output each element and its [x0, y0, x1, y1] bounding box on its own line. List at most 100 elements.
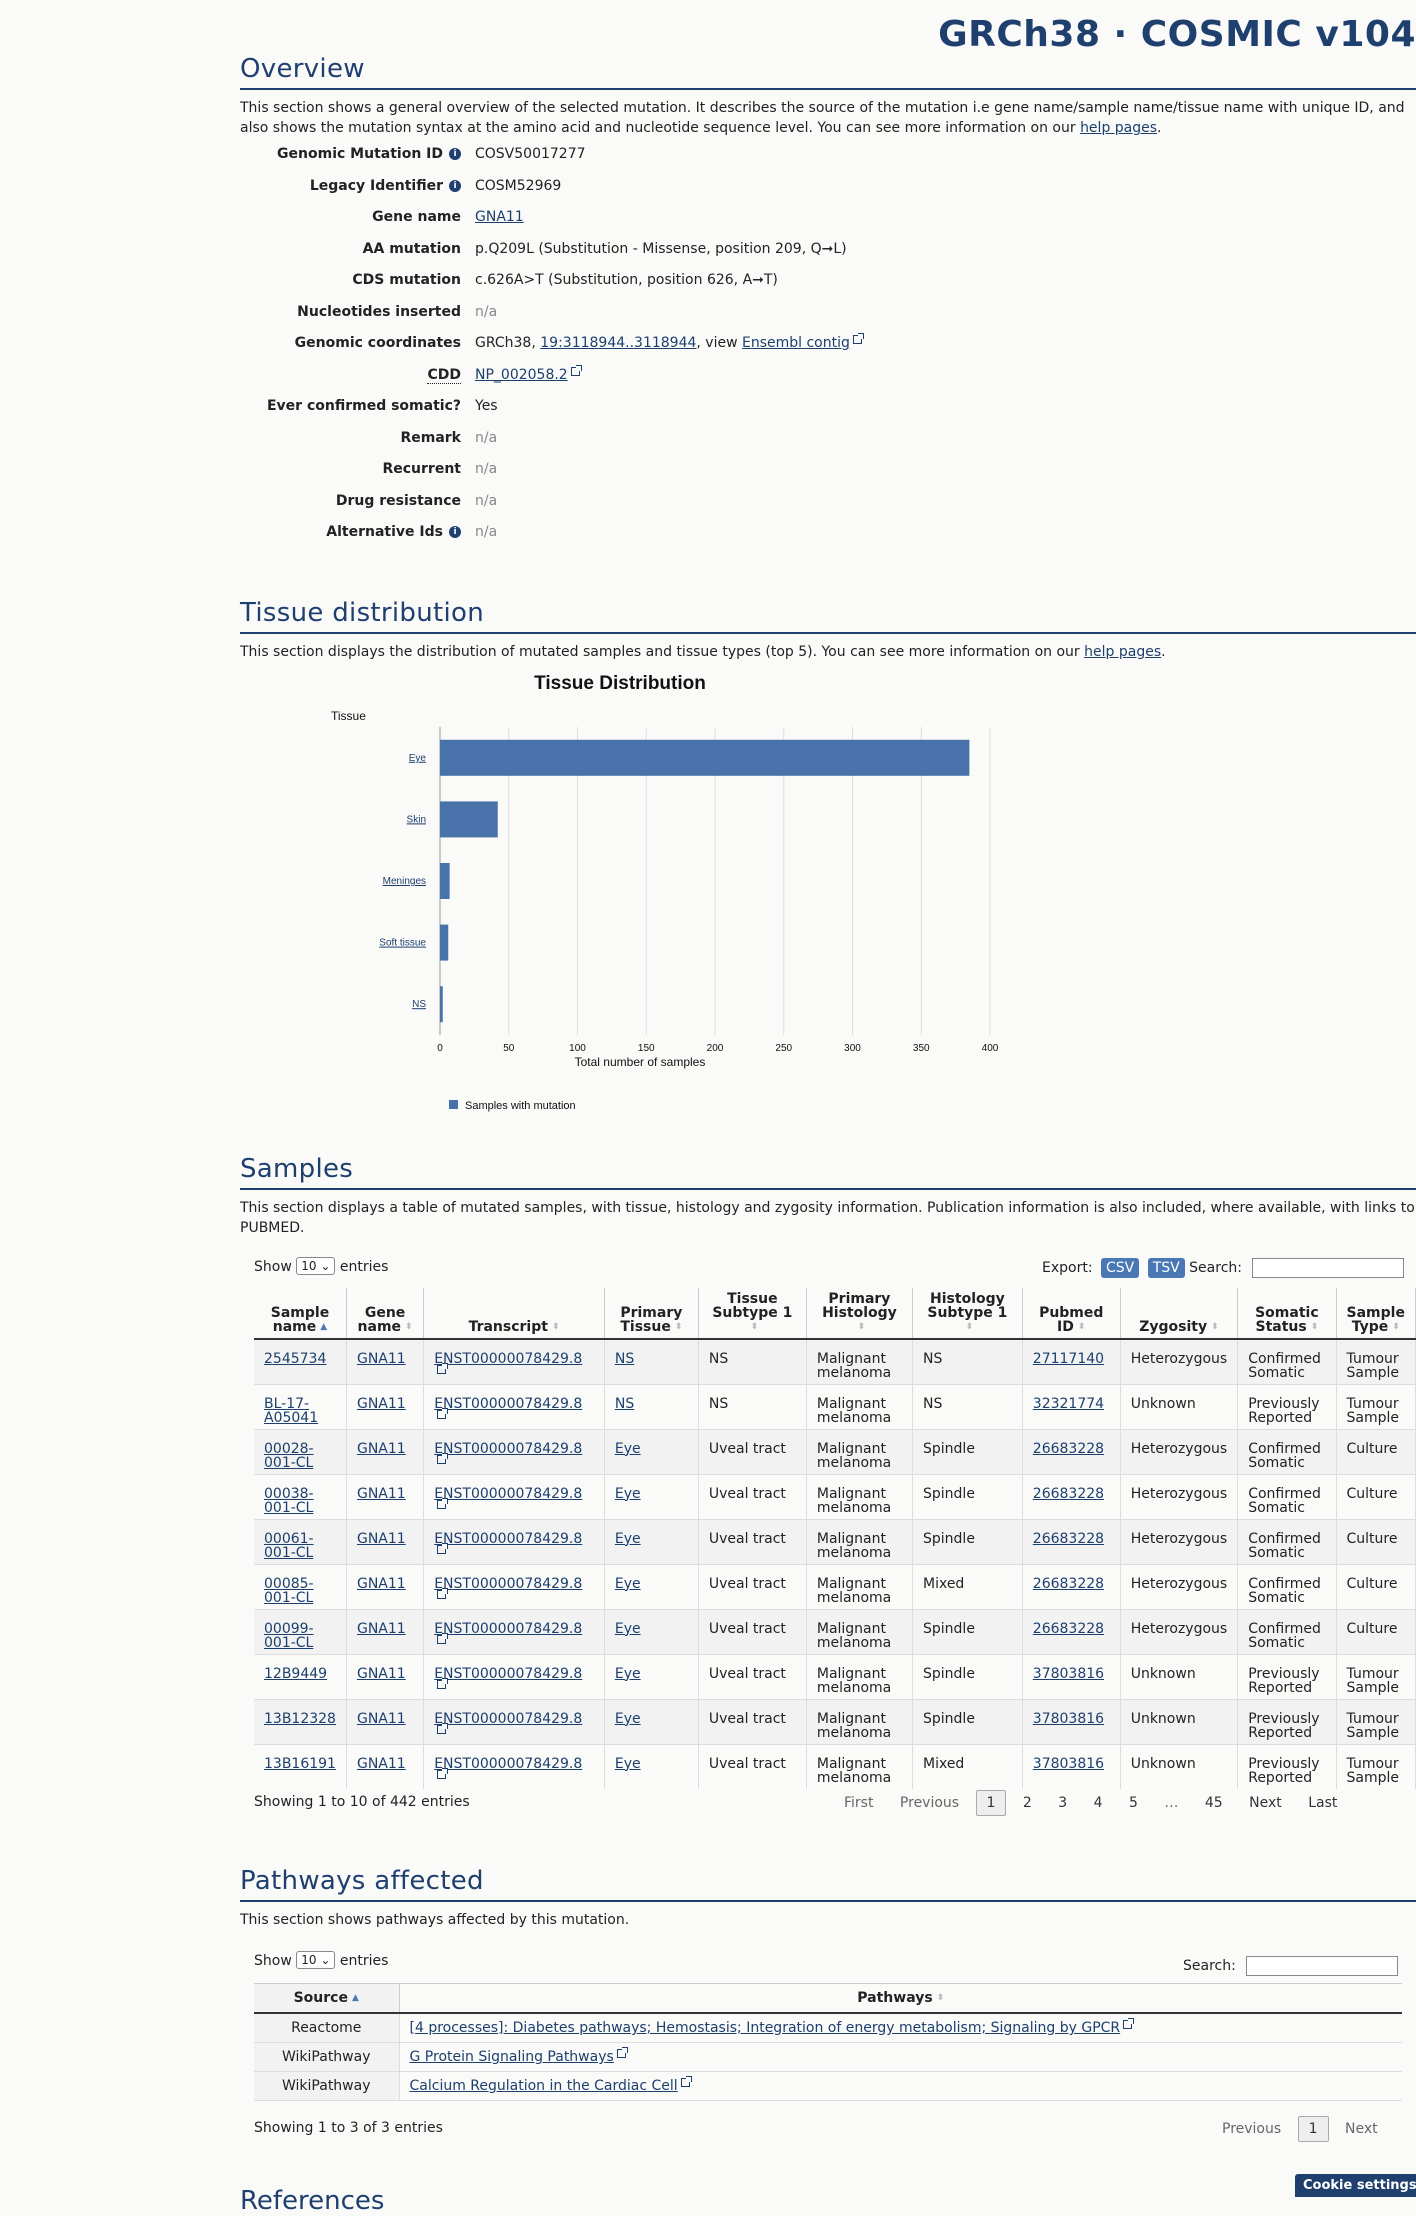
pager-page-2[interactable]: 2: [1022, 1795, 1032, 1811]
tissue-link[interactable]: Eye: [614, 1665, 641, 1682]
category-label[interactable]: Eye: [409, 753, 427, 764]
col-pathways[interactable]: Pathways ⬍: [399, 1983, 1402, 2014]
transcript-link[interactable]: ENST00000078429.8: [434, 1755, 583, 1772]
pager-page-45[interactable]: 45: [1204, 1795, 1223, 1811]
pubmed-link[interactable]: 32321774: [1032, 1395, 1105, 1412]
tissue-link[interactable]: Eye: [614, 1575, 641, 1592]
transcript-link[interactable]: ENST00000078429.8: [434, 1485, 583, 1502]
sample-link[interactable]: 00038-001-CL: [264, 1485, 314, 1516]
gene-link[interactable]: GNA11: [356, 1440, 406, 1457]
info-icon[interactable]: i: [449, 179, 461, 192]
tissue-link[interactable]: NS: [614, 1395, 635, 1412]
pathways-pager-next[interactable]: Next: [1345, 2121, 1378, 2137]
sample-link[interactable]: 00099-001-CL: [264, 1620, 314, 1651]
pager-page-5[interactable]: 5: [1129, 1795, 1138, 1811]
pubmed-link[interactable]: 37803816: [1032, 1665, 1105, 1682]
pathways-pager-previous[interactable]: Previous: [1222, 2121, 1282, 2137]
col-sample-name[interactable]: Sample name ▲: [254, 1288, 347, 1340]
pubmed-link[interactable]: 26683228: [1032, 1485, 1105, 1502]
info-icon[interactable]: i: [449, 148, 461, 160]
tissue-link[interactable]: Eye: [614, 1710, 641, 1727]
col-primary-tissue[interactable]: Primary Tissue ⬍: [604, 1288, 699, 1340]
transcript-link[interactable]: ENST00000078429.8: [434, 1665, 583, 1682]
col-tissue-subtype-1[interactable]: Tissue Subtype 1⬍: [698, 1288, 807, 1340]
tissue-link[interactable]: Eye: [614, 1620, 641, 1637]
pubmed-link[interactable]: 26683228: [1032, 1620, 1105, 1637]
pathway-link[interactable]: G Protein Signaling Pathways: [409, 2049, 614, 2065]
transcript-link[interactable]: ENST00000078429.8: [434, 1351, 583, 1367]
pager-page-3[interactable]: 3: [1058, 1795, 1068, 1811]
export-csv-button[interactable]: CSV: [1101, 1258, 1140, 1278]
ensembl-contig-link[interactable]: Ensembl contig: [741, 335, 850, 351]
cookie-settings-button[interactable]: Cookie settings: [1295, 2174, 1416, 2197]
pager-next[interactable]: Next: [1249, 1795, 1282, 1811]
col-histology-subtype-1[interactable]: Histology Subtype 1⬍: [912, 1288, 1023, 1340]
col-gene-name[interactable]: Gene name ⬍: [346, 1288, 425, 1340]
tissue-link[interactable]: NS: [614, 1351, 635, 1367]
col-transcript[interactable]: Transcript ⬍: [423, 1288, 605, 1340]
pathways-search-input[interactable]: [1246, 1956, 1399, 1976]
tissue-link[interactable]: Eye: [614, 1530, 641, 1547]
pathways-pager-page-1[interactable]: 1: [1297, 2116, 1329, 2142]
pathway-link[interactable]: Calcium Regulation in the Cardiac Cell: [409, 2078, 678, 2094]
genomic-coordinates-link[interactable]: 19:3118944..3118944: [540, 335, 697, 351]
gene-link[interactable]: GNA11: [356, 1755, 406, 1772]
samples-search-input[interactable]: [1252, 1258, 1405, 1278]
col-zygosity[interactable]: Zygosity ⬍: [1120, 1288, 1239, 1340]
pager-page-4[interactable]: 4: [1093, 1795, 1103, 1811]
tissue-help-link[interactable]: help pages: [1084, 644, 1162, 660]
pager-previous[interactable]: Previous: [899, 1795, 960, 1811]
transcript-link[interactable]: ENST00000078429.8: [434, 1710, 583, 1727]
pager-last[interactable]: Last: [1308, 1795, 1338, 1811]
gene-link[interactable]: GNA11: [356, 1665, 406, 1682]
tissue-link[interactable]: Eye: [614, 1755, 641, 1772]
col-source[interactable]: Source ▲: [254, 1983, 400, 2014]
gene-link[interactable]: GNA11: [356, 1530, 406, 1547]
pubmed-link[interactable]: 26683228: [1032, 1575, 1105, 1592]
gene-link[interactable]: GNA11: [356, 1620, 406, 1637]
sample-link[interactable]: 13B16191: [264, 1755, 336, 1772]
col-sample-type[interactable]: Sample Type ⬍: [1336, 1288, 1416, 1340]
gene-link[interactable]: GNA11: [356, 1395, 406, 1412]
gene-link[interactable]: GNA11: [356, 1575, 406, 1592]
export-tsv-button[interactable]: TSV: [1147, 1258, 1185, 1278]
sample-link[interactable]: 2545734: [264, 1351, 327, 1367]
transcript-link[interactable]: ENST00000078429.8: [434, 1440, 583, 1457]
col-somatic-status[interactable]: Somatic Status ⬍: [1237, 1288, 1337, 1340]
col-primary-histology[interactable]: Primary Histology⬍: [806, 1288, 914, 1340]
cdd-link[interactable]: NP_002058.2: [475, 366, 568, 383]
info-icon[interactable]: i: [449, 526, 461, 538]
gene-link[interactable]: GNA11: [356, 1710, 406, 1727]
transcript-link[interactable]: ENST00000078429.8: [434, 1575, 583, 1592]
category-label[interactable]: NS: [412, 999, 426, 1010]
pubmed-link[interactable]: 26683228: [1032, 1530, 1105, 1547]
sample-link[interactable]: 00085-001-CL: [264, 1575, 314, 1606]
gene-link[interactable]: GNA11: [356, 1485, 406, 1502]
samples-entries-select[interactable]: 10 ⌄: [296, 1257, 336, 1275]
pager-page-1[interactable]: 1: [975, 1790, 1007, 1816]
sample-link[interactable]: 00028-001-CL: [264, 1440, 314, 1471]
category-label[interactable]: Soft tissue: [379, 938, 426, 949]
category-label[interactable]: Meninges: [383, 876, 426, 887]
pubmed-link[interactable]: 27117140: [1032, 1351, 1105, 1367]
transcript-link[interactable]: ENST00000078429.8: [434, 1620, 583, 1637]
col-pubmed-id[interactable]: Pubmed ID ⬍: [1022, 1288, 1121, 1340]
tissue-link[interactable]: Eye: [614, 1485, 641, 1502]
sample-link[interactable]: 00061-001-CL: [264, 1530, 314, 1561]
sample-link[interactable]: 13B12328: [264, 1710, 336, 1727]
transcript-link[interactable]: ENST00000078429.8: [434, 1395, 583, 1412]
pager-first[interactable]: First: [844, 1795, 874, 1811]
sample-link[interactable]: 12B9449: [264, 1665, 328, 1682]
category-label[interactable]: Skin: [407, 814, 426, 825]
overview-help-link[interactable]: help pages: [1080, 120, 1158, 136]
gene-name-link[interactable]: GNA11: [475, 209, 524, 225]
pubmed-link[interactable]: 37803816: [1032, 1755, 1105, 1772]
pubmed-link[interactable]: 37803816: [1032, 1710, 1105, 1727]
tissue-link[interactable]: Eye: [614, 1440, 641, 1457]
pathway-link[interactable]: [4 processes]: Diabetes pathways; Hemost…: [409, 2020, 1121, 2036]
transcript-link[interactable]: ENST00000078429.8: [434, 1530, 583, 1547]
pubmed-link[interactable]: 26683228: [1032, 1440, 1105, 1457]
pathways-entries-select[interactable]: 10 ⌄: [296, 1951, 336, 1969]
sample-link[interactable]: BL-17-A05041: [264, 1395, 319, 1426]
gene-link[interactable]: GNA11: [356, 1351, 406, 1367]
